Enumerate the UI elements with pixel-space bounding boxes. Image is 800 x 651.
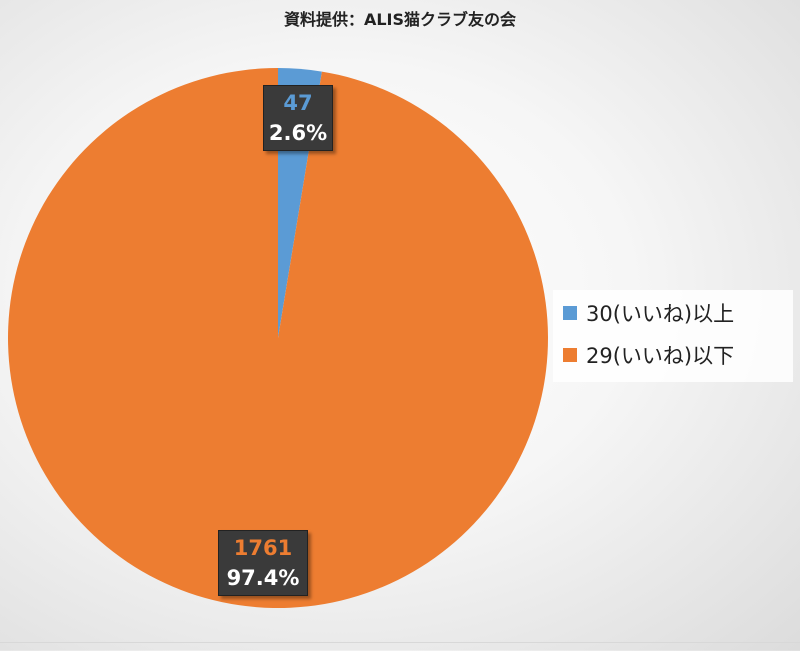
pie-slice-2 <box>8 68 549 608</box>
data-label-slice-1: 47 2.6% <box>263 85 333 151</box>
data-label-percent: 2.6% <box>268 121 328 145</box>
legend-swatch <box>563 348 577 362</box>
data-label-percent: 97.4% <box>226 566 300 590</box>
data-label-value: 1761 <box>233 536 293 560</box>
data-label-slice-2: 1761 97.4% <box>218 530 308 596</box>
chart-bottom-edge <box>0 642 800 651</box>
chart-title: 資料提供：ALIS猫クラブ友の会 <box>283 10 517 29</box>
legend-swatch <box>563 306 577 320</box>
data-label-value: 47 <box>283 91 313 115</box>
legend-item: 29(いいね)以下 <box>553 336 793 374</box>
legend-label: 29(いいね)以下 <box>586 344 735 368</box>
legend-item: 30(いいね)以上 <box>553 294 793 332</box>
legend: 30(いいね)以上 29(いいね)以下 <box>553 290 793 382</box>
legend-label: 30(いいね)以上 <box>586 302 735 326</box>
